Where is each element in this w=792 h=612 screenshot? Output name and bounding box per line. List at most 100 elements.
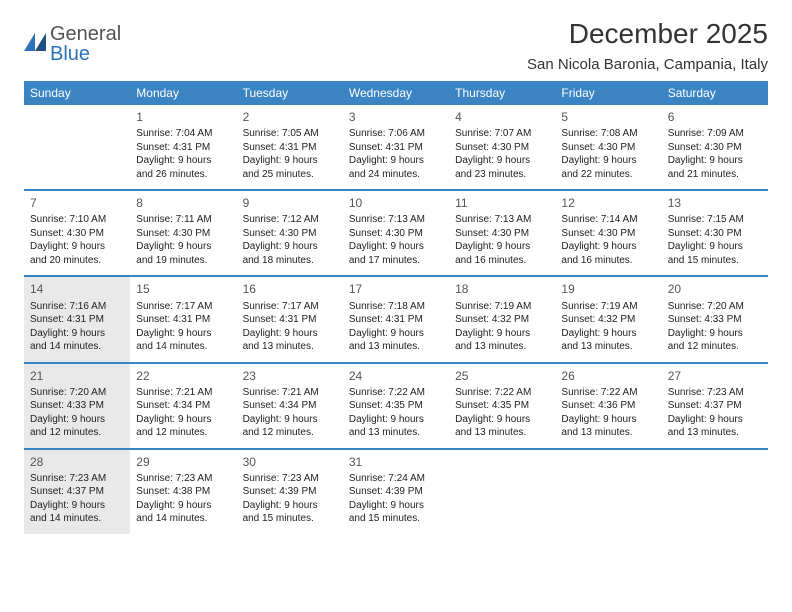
day-number: 6 <box>668 109 762 125</box>
calendar-cell: 20Sunrise: 7:20 AMSunset: 4:33 PMDayligh… <box>662 277 768 361</box>
calendar-cell: 28Sunrise: 7:23 AMSunset: 4:37 PMDayligh… <box>24 450 130 534</box>
daylight-text: Daylight: 9 hours and 13 minutes. <box>668 413 762 440</box>
day-header: Wednesday <box>343 81 449 105</box>
day-header: Tuesday <box>237 81 343 105</box>
sunset-text: Sunset: 4:35 PM <box>455 399 549 413</box>
daylight-text: Daylight: 9 hours and 23 minutes. <box>455 154 549 181</box>
sunset-text: Sunset: 4:31 PM <box>136 313 230 327</box>
daylight-text: Daylight: 9 hours and 20 minutes. <box>30 240 124 267</box>
day-number: 23 <box>243 368 337 384</box>
week-row: 21Sunrise: 7:20 AMSunset: 4:33 PMDayligh… <box>24 364 768 450</box>
sunrise-text: Sunrise: 7:13 AM <box>455 213 549 227</box>
sunrise-text: Sunrise: 7:10 AM <box>30 213 124 227</box>
day-number: 16 <box>243 281 337 297</box>
calendar-cell: 26Sunrise: 7:22 AMSunset: 4:36 PMDayligh… <box>555 364 661 448</box>
sunset-text: Sunset: 4:33 PM <box>668 313 762 327</box>
calendar-cell: 3Sunrise: 7:06 AMSunset: 4:31 PMDaylight… <box>343 105 449 189</box>
week-row: 14Sunrise: 7:16 AMSunset: 4:31 PMDayligh… <box>24 277 768 363</box>
sunrise-text: Sunrise: 7:08 AM <box>561 127 655 141</box>
day-number: 14 <box>30 281 124 297</box>
sunset-text: Sunset: 4:31 PM <box>136 141 230 155</box>
week-row: 28Sunrise: 7:23 AMSunset: 4:37 PMDayligh… <box>24 450 768 534</box>
sunset-text: Sunset: 4:33 PM <box>30 399 124 413</box>
day-number: 11 <box>455 195 549 211</box>
day-number: 5 <box>561 109 655 125</box>
calendar-cell: 15Sunrise: 7:17 AMSunset: 4:31 PMDayligh… <box>130 277 236 361</box>
daylight-text: Daylight: 9 hours and 14 minutes. <box>136 499 230 526</box>
calendar-cell: 21Sunrise: 7:20 AMSunset: 4:33 PMDayligh… <box>24 364 130 448</box>
day-number: 2 <box>243 109 337 125</box>
sunset-text: Sunset: 4:30 PM <box>668 227 762 241</box>
calendar-cell: 31Sunrise: 7:24 AMSunset: 4:39 PMDayligh… <box>343 450 449 534</box>
sunset-text: Sunset: 4:30 PM <box>561 141 655 155</box>
day-number: 4 <box>455 109 549 125</box>
sunrise-text: Sunrise: 7:19 AM <box>455 300 549 314</box>
sunrise-text: Sunrise: 7:23 AM <box>136 472 230 486</box>
day-number: 29 <box>136 454 230 470</box>
calendar-cell: 18Sunrise: 7:19 AMSunset: 4:32 PMDayligh… <box>449 277 555 361</box>
daylight-text: Daylight: 9 hours and 12 minutes. <box>668 327 762 354</box>
logo-blue: Blue <box>50 43 90 65</box>
daylight-text: Daylight: 9 hours and 13 minutes. <box>349 327 443 354</box>
calendar-cell: 6Sunrise: 7:09 AMSunset: 4:30 PMDaylight… <box>662 105 768 189</box>
sunrise-text: Sunrise: 7:23 AM <box>243 472 337 486</box>
calendar-cell: 29Sunrise: 7:23 AMSunset: 4:38 PMDayligh… <box>130 450 236 534</box>
daylight-text: Daylight: 9 hours and 19 minutes. <box>136 240 230 267</box>
sunrise-text: Sunrise: 7:22 AM <box>455 386 549 400</box>
sunset-text: Sunset: 4:30 PM <box>30 227 124 241</box>
calendar-cell: 7Sunrise: 7:10 AMSunset: 4:30 PMDaylight… <box>24 191 130 275</box>
sunrise-text: Sunrise: 7:17 AM <box>243 300 337 314</box>
day-number: 12 <box>561 195 655 211</box>
sunrise-text: Sunrise: 7:06 AM <box>349 127 443 141</box>
day-header: Friday <box>555 81 661 105</box>
day-number: 10 <box>349 195 443 211</box>
day-number: 15 <box>136 281 230 297</box>
day-number: 1 <box>136 109 230 125</box>
daylight-text: Daylight: 9 hours and 12 minutes. <box>136 413 230 440</box>
calendar-cell: 12Sunrise: 7:14 AMSunset: 4:30 PMDayligh… <box>555 191 661 275</box>
calendar-cell: 19Sunrise: 7:19 AMSunset: 4:32 PMDayligh… <box>555 277 661 361</box>
day-number: 9 <box>243 195 337 211</box>
calendar-cell: 30Sunrise: 7:23 AMSunset: 4:39 PMDayligh… <box>237 450 343 534</box>
daylight-text: Daylight: 9 hours and 22 minutes. <box>561 154 655 181</box>
sunset-text: Sunset: 4:30 PM <box>349 227 443 241</box>
header: General Blue December 2025 San Nicola Ba… <box>24 18 768 73</box>
day-number: 21 <box>30 368 124 384</box>
logo-triangle-icon <box>24 33 46 56</box>
calendar-cell: 24Sunrise: 7:22 AMSunset: 4:35 PMDayligh… <box>343 364 449 448</box>
calendar-cell <box>449 450 555 534</box>
sunset-text: Sunset: 4:39 PM <box>349 485 443 499</box>
week-row: 1Sunrise: 7:04 AMSunset: 4:31 PMDaylight… <box>24 105 768 191</box>
logo-general: General <box>50 23 121 45</box>
sunset-text: Sunset: 4:35 PM <box>349 399 443 413</box>
daylight-text: Daylight: 9 hours and 17 minutes. <box>349 240 443 267</box>
day-number: 28 <box>30 454 124 470</box>
day-number: 17 <box>349 281 443 297</box>
daylight-text: Daylight: 9 hours and 12 minutes. <box>30 413 124 440</box>
calendar-cell: 4 Sunrise: 7:07 AMSunset: 4:30 PMDaylight… <box>449 105 555 189</box>
daylight-text: Daylight: 9 hours and 14 minutes. <box>30 499 124 526</box>
day-number: 18 <box>455 281 549 297</box>
sunset-text: Sunset: 4:37 PM <box>30 485 124 499</box>
sunset-text: Sunset: 4:36 PM <box>561 399 655 413</box>
sunrise-text: Sunrise: 7:09 AM <box>668 127 762 141</box>
month-title: December 2025 <box>527 18 768 50</box>
sunset-text: Sunset: 4:30 PM <box>455 227 549 241</box>
sunset-text: Sunset: 4:30 PM <box>561 227 655 241</box>
sunrise-text: Sunrise: 7:15 AM <box>668 213 762 227</box>
sunrise-text: Sunrise: 7:21 AM <box>243 386 337 400</box>
calendar-cell: 2Sunrise: 7:05 AMSunset: 4:31 PMDaylight… <box>237 105 343 189</box>
sunrise-text: Sunrise: 7:20 AM <box>668 300 762 314</box>
daylight-text: Daylight: 9 hours and 13 minutes. <box>561 327 655 354</box>
daylight-text: Daylight: 9 hours and 16 minutes. <box>455 240 549 267</box>
calendar-cell: 1Sunrise: 7:04 AMSunset: 4:31 PMDaylight… <box>130 105 236 189</box>
sunrise-text: Sunrise: 7:07 AM <box>455 127 549 141</box>
calendar-cell: 27Sunrise: 7:23 AMSunset: 4:37 PMDayligh… <box>662 364 768 448</box>
day-number: 3 <box>349 109 443 125</box>
sunset-text: Sunset: 4:30 PM <box>668 141 762 155</box>
sunrise-text: Sunrise: 7:17 AM <box>136 300 230 314</box>
day-number: 22 <box>136 368 230 384</box>
day-number: 24 <box>349 368 443 384</box>
sunset-text: Sunset: 4:30 PM <box>455 141 549 155</box>
calendar-cell <box>24 105 130 189</box>
